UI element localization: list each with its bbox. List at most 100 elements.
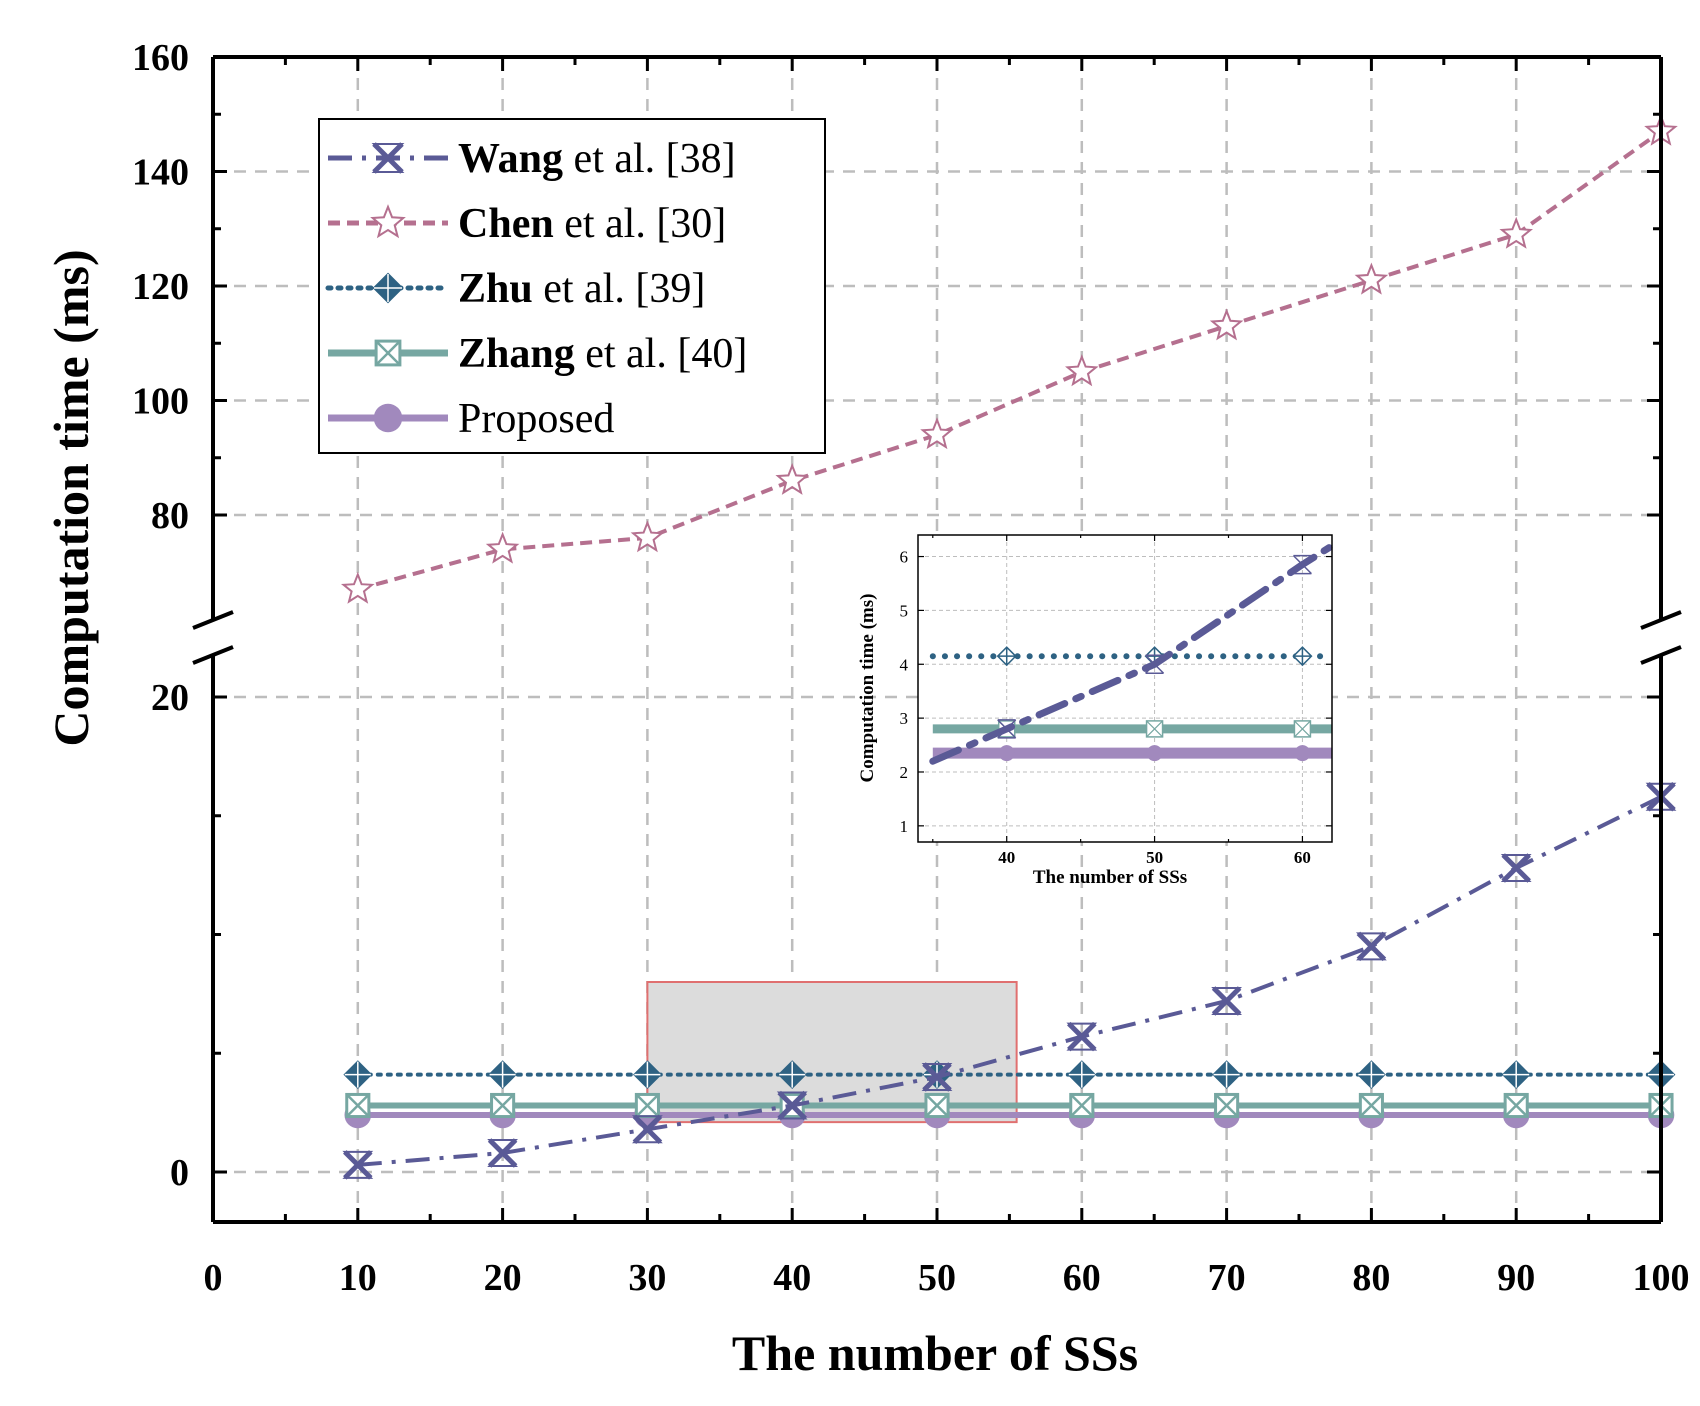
y-tick-label: 120 bbox=[132, 266, 189, 308]
marker-cross-outline bbox=[1500, 854, 1532, 882]
marker-diamond-plus bbox=[344, 1061, 371, 1088]
inset-x-tick-label: 50 bbox=[1146, 848, 1163, 867]
marker-square-x bbox=[345, 1093, 370, 1118]
legend-label-bold: Zhu bbox=[458, 266, 533, 312]
marker-square-x bbox=[1504, 1093, 1529, 1118]
x-tick-label: 0 bbox=[204, 1257, 223, 1299]
marker-square-x bbox=[490, 1093, 515, 1118]
y-tick-label: 20 bbox=[151, 677, 189, 719]
legend-label: Zhang et al. [40] bbox=[458, 331, 747, 377]
legend-label-rest: et al. [40] bbox=[575, 331, 748, 377]
legend-entry: Zhang et al. [40] bbox=[328, 331, 747, 377]
inset-marker-square-x bbox=[1294, 720, 1311, 738]
zoom-rectangle bbox=[646, 981, 1018, 1124]
marker-diamond-plus bbox=[779, 1061, 806, 1088]
x-tick-label: 10 bbox=[339, 1257, 377, 1299]
marker-square-x bbox=[1359, 1093, 1384, 1118]
legend-label: Chen et al. [30] bbox=[458, 201, 726, 247]
inset-x-axis-title: The number of SSs bbox=[1033, 867, 1187, 888]
x-tick-label: 70 bbox=[1208, 1257, 1246, 1299]
marker-square-x bbox=[375, 340, 401, 366]
legend-label-rest: et al. [39] bbox=[533, 266, 706, 312]
inset-y-tick-label: 6 bbox=[900, 548, 909, 567]
marker-star bbox=[630, 520, 665, 553]
inset-marker-diamond bbox=[1292, 646, 1313, 667]
x-tick-label: 20 bbox=[484, 1257, 522, 1299]
marker-cross-outline bbox=[1645, 782, 1677, 811]
x-tick-label: 50 bbox=[918, 1257, 956, 1299]
marker-cross-outline bbox=[342, 1150, 374, 1179]
legend-label: Zhu et al. [39] bbox=[458, 266, 705, 312]
marker-square-x bbox=[635, 1093, 660, 1118]
axis-break-mark bbox=[192, 645, 234, 665]
x-axis-title: The number of SSs bbox=[732, 1325, 1138, 1381]
series-chen bbox=[340, 113, 1678, 604]
legend-box bbox=[318, 118, 826, 454]
marker-diamond-plus bbox=[1503, 1061, 1530, 1088]
legend-entry: Wang et al. [38] bbox=[328, 136, 736, 182]
legend-label-rest: et al. [30] bbox=[554, 201, 727, 247]
inset-background bbox=[918, 535, 1332, 842]
inset-y-tick-label: 4 bbox=[900, 655, 909, 674]
inset-marker-circle bbox=[1146, 745, 1163, 762]
marker-diamond-plus bbox=[374, 274, 402, 302]
marker-cross-outline bbox=[371, 143, 405, 173]
legend-label-bold: Zhang bbox=[458, 331, 575, 377]
y-tick-label: 140 bbox=[132, 152, 189, 194]
marker-star bbox=[1354, 262, 1389, 295]
inset-series bbox=[929, 542, 1336, 765]
legend: Wang et al. [38] Chen et al. [30] Zhu et a… bbox=[318, 118, 826, 454]
legend-label: Wang et al. [38] bbox=[458, 136, 736, 182]
inset-x-tick-label: 40 bbox=[998, 848, 1015, 867]
x-tick-label: 80 bbox=[1352, 1257, 1390, 1299]
legend-label: Proposed bbox=[458, 396, 614, 442]
marker-star bbox=[920, 417, 954, 450]
x-tick-label: 90 bbox=[1497, 1257, 1535, 1299]
y-tick-label: 100 bbox=[132, 381, 189, 423]
series-wang bbox=[342, 781, 1677, 1180]
marker-cross-outline bbox=[1066, 1022, 1098, 1051]
inset-y-tick-label: 1 bbox=[900, 817, 909, 836]
inset-marker-diamond bbox=[996, 646, 1017, 667]
inset-marker-circle bbox=[1294, 745, 1311, 762]
legend-label-rest: et al. [38] bbox=[563, 136, 736, 182]
inset-marker-cross bbox=[997, 719, 1017, 739]
inset-y-tick-label: 3 bbox=[900, 709, 909, 728]
marker-diamond-plus bbox=[1213, 1061, 1240, 1088]
series-line bbox=[357, 795, 1662, 1167]
marker-cross-outline bbox=[1355, 932, 1387, 961]
x-tick-label: 60 bbox=[1063, 1257, 1101, 1299]
inset-frame bbox=[917, 534, 1333, 843]
marker-star bbox=[340, 571, 375, 604]
y-tick-label: 80 bbox=[151, 495, 189, 537]
inset-x-tick-label: 60 bbox=[1294, 848, 1311, 867]
y-tick-label: 160 bbox=[132, 37, 189, 79]
inset-marker-cross bbox=[1145, 654, 1165, 675]
marker-square-x bbox=[1214, 1093, 1239, 1118]
series-line bbox=[357, 129, 1663, 592]
inset-series bbox=[932, 745, 1332, 762]
legend-entry: Chen et al. [30] bbox=[328, 201, 726, 247]
marker-diamond-plus bbox=[1358, 1061, 1385, 1088]
x-tick-label: 40 bbox=[773, 1257, 811, 1299]
x-tick-label: 100 bbox=[1633, 1257, 1690, 1299]
marker-square-x bbox=[1069, 1093, 1094, 1118]
axis-break-mark bbox=[1640, 645, 1682, 665]
axis-break-mark bbox=[192, 610, 234, 630]
inset-y-tick-label: 5 bbox=[900, 601, 909, 620]
marker-cross-outline bbox=[776, 1091, 808, 1120]
marker-cross-outline bbox=[921, 1063, 953, 1091]
y-tick-label: 0 bbox=[170, 1152, 189, 1194]
marker-cross-outline bbox=[1211, 987, 1243, 1015]
inset-marker-cross bbox=[1292, 554, 1312, 575]
marker-star bbox=[370, 204, 406, 239]
series-group bbox=[340, 113, 1678, 1180]
legend-label-bold: Wang bbox=[458, 136, 563, 182]
inset-marker-square-x bbox=[1146, 720, 1163, 738]
marker-cross-outline bbox=[487, 1139, 519, 1167]
marker-star bbox=[1065, 354, 1099, 387]
x-tick-label: 30 bbox=[628, 1257, 666, 1299]
